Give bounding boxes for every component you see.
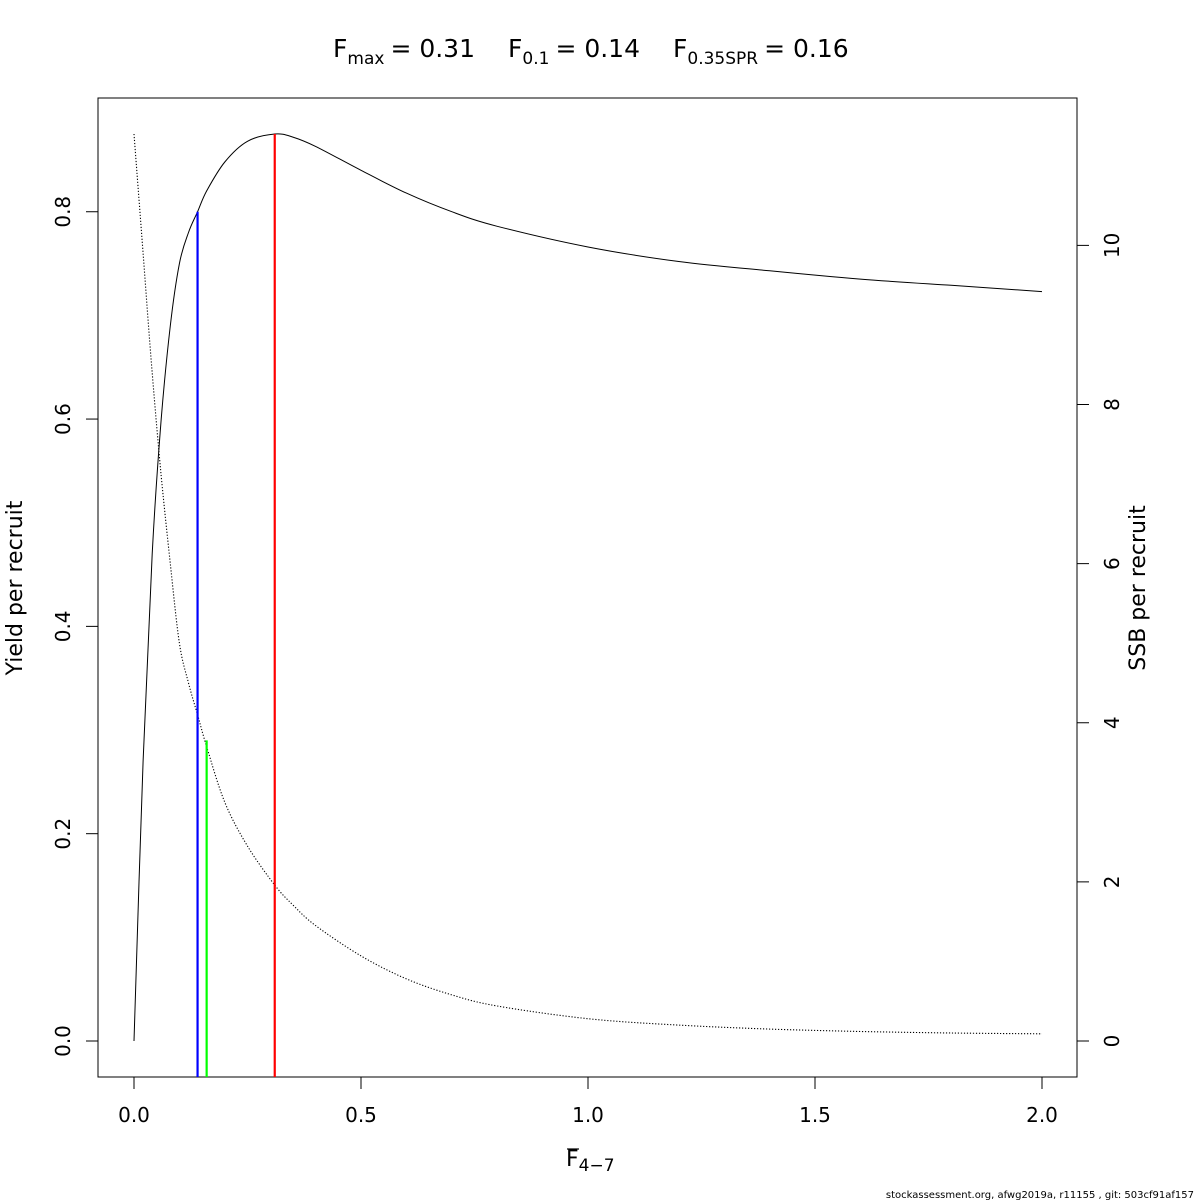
y-left-axis: 0.0 0.2 0.4 0.6 0.8 bbox=[51, 196, 98, 1057]
y-left-tick-label: 0.0 bbox=[51, 1025, 75, 1057]
x-tick-label: 1.5 bbox=[799, 1103, 831, 1127]
y-left-tick-label: 0.6 bbox=[51, 403, 75, 435]
y-right-tick-label: 8 bbox=[1100, 398, 1124, 411]
header-fspr: F0.35SPR = 0.16 bbox=[673, 34, 849, 69]
y-right-tick-label: 10 bbox=[1100, 233, 1124, 258]
x-tick-label: 0.5 bbox=[345, 1103, 377, 1127]
y-right-tick-label: 0 bbox=[1100, 1035, 1124, 1048]
y-right-tick-label: 6 bbox=[1100, 557, 1124, 570]
y-right-axis-title: SSB per recruit bbox=[1126, 505, 1151, 671]
reference-lines bbox=[196, 134, 276, 1077]
y-left-tick-label: 0.8 bbox=[51, 196, 75, 228]
x-axis-title: F4−7 bbox=[566, 1147, 615, 1176]
yield-per-recruit-line bbox=[133, 133, 1043, 1042]
series-layer bbox=[133, 133, 1043, 1042]
x-axis: 0.0 0.5 1.0 1.5 2.0 bbox=[118, 1077, 1058, 1127]
x-tick-label: 0.0 bbox=[118, 1103, 150, 1127]
header-f01: F0.1 = 0.14 bbox=[508, 34, 640, 69]
ssb-per-recruit-line bbox=[133, 133, 1043, 1035]
x-tick-label: 2.0 bbox=[1026, 1103, 1058, 1127]
y-left-axis-title: Yield per recruit bbox=[3, 500, 28, 676]
y-left-tick-label: 0.2 bbox=[51, 818, 75, 850]
y-right-tick-label: 2 bbox=[1100, 876, 1124, 889]
y-left-tick-label: 0.4 bbox=[51, 610, 75, 642]
footer-note: stockassessment.org, afwg2019a, r11155 ,… bbox=[886, 1190, 1194, 1200]
plot-frame bbox=[97, 97, 1078, 1078]
y-right-axis: 0 2 4 6 8 10 bbox=[1077, 233, 1124, 1048]
y-right-tick-label: 4 bbox=[1100, 716, 1124, 729]
x-tick-label: 1.0 bbox=[572, 1103, 604, 1127]
header-fmax: Fmax = 0.31 bbox=[333, 34, 475, 69]
